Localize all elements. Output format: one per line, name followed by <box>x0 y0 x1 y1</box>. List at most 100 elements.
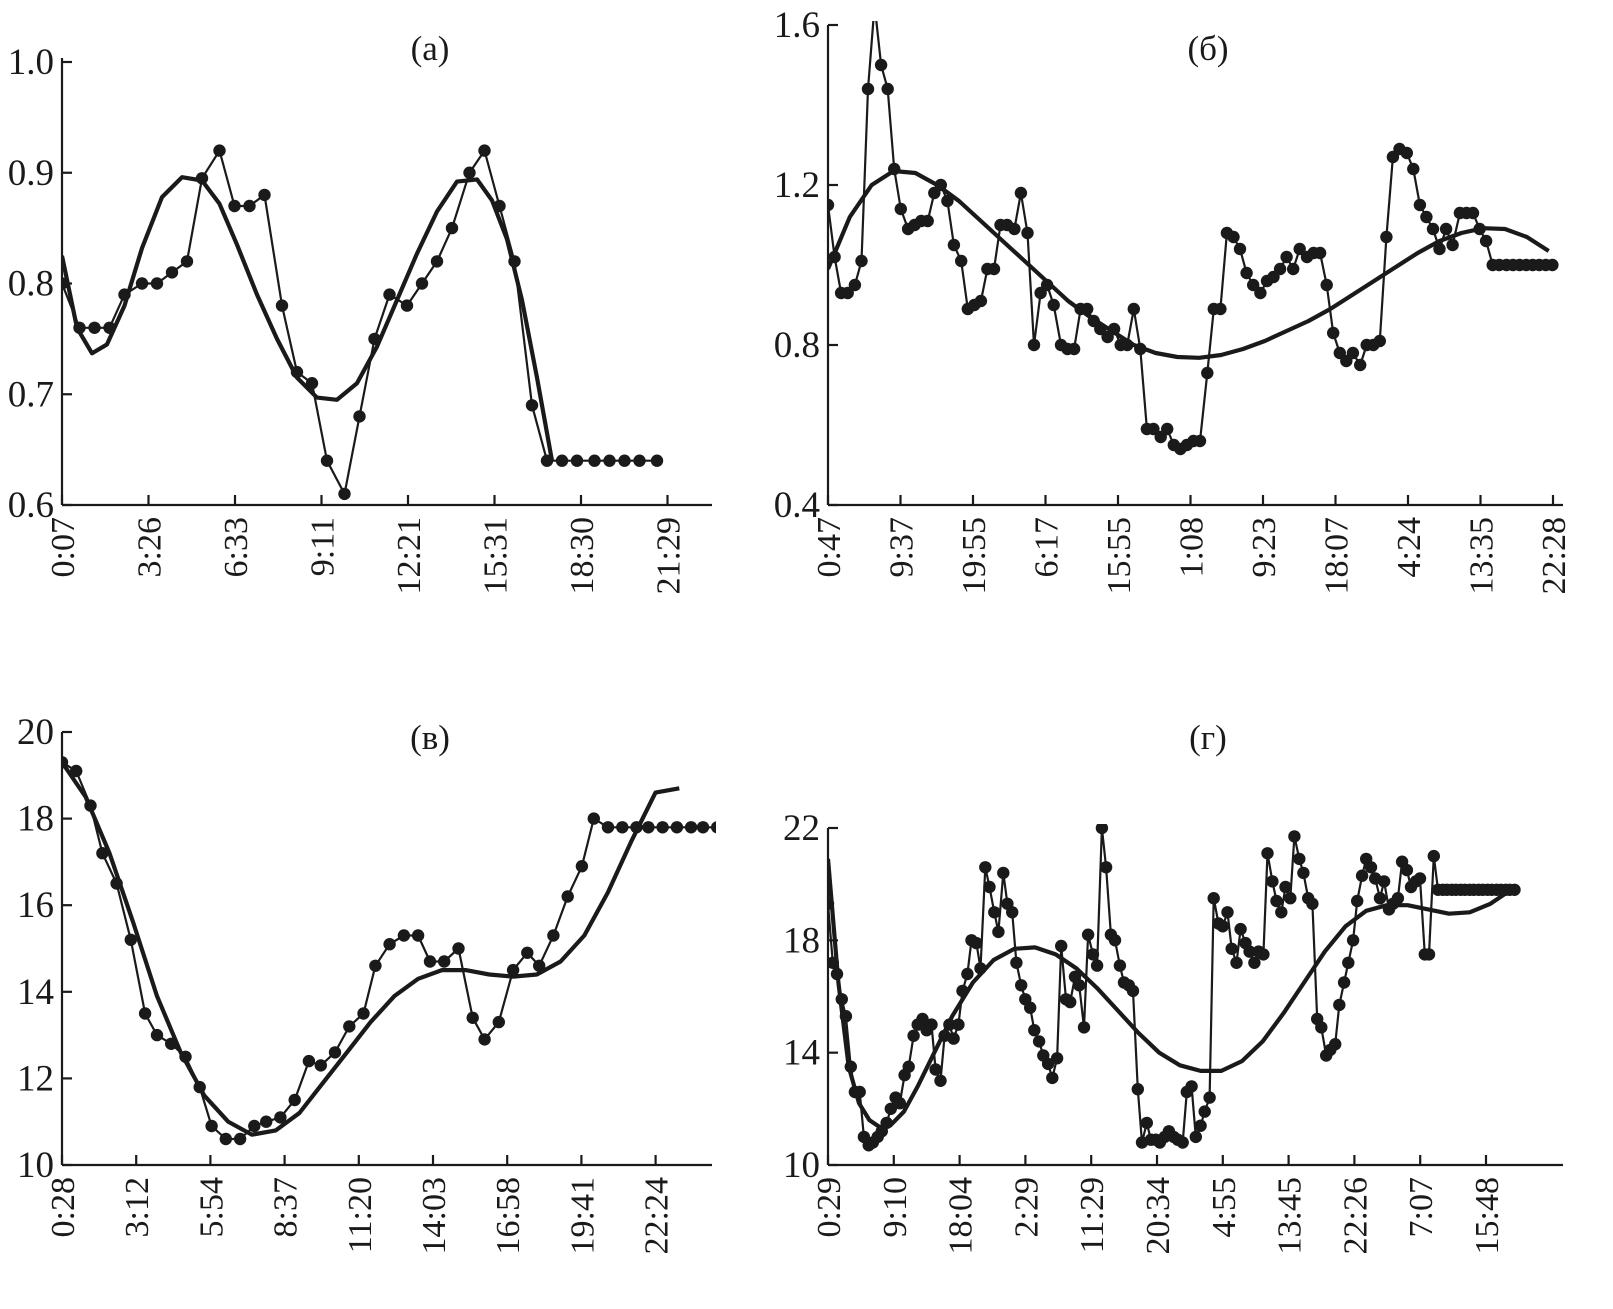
chart-panel-4: 10 14 18 22 0:29 9:10 18:04 2:29 11:29 20:34 4:55 1… <box>783 718 1563 1254</box>
data-point <box>1198 1105 1211 1118</box>
data-point <box>302 1054 316 1068</box>
data-point <box>338 487 351 501</box>
fitted-curve <box>62 761 680 1137</box>
data-point <box>947 1032 960 1045</box>
x-tick-label: 16:58 <box>490 1177 527 1254</box>
data-point <box>1327 326 1340 340</box>
data-point <box>1407 162 1420 176</box>
observed-series-line <box>62 149 657 495</box>
data-point <box>248 1119 261 1133</box>
data-point <box>1140 1116 1154 1130</box>
data-point <box>555 454 569 467</box>
data-point <box>1342 956 1355 969</box>
data-point <box>1221 906 1234 919</box>
data-point <box>1216 920 1229 933</box>
data-point <box>1546 258 1559 272</box>
x-tick-label: 3:26 <box>132 517 169 577</box>
data-point <box>907 1029 920 1043</box>
data-point <box>258 188 271 202</box>
data-point <box>288 1093 301 1107</box>
data-point <box>1257 948 1270 961</box>
data-point <box>463 166 476 179</box>
y-tick-label: 0.8 <box>774 325 820 366</box>
data-point <box>868 0 880 11</box>
data-point <box>219 1132 232 1146</box>
data-point <box>1099 861 1113 874</box>
data-point <box>400 299 414 312</box>
data-point <box>1108 934 1122 947</box>
observed-series-line <box>828 826 1515 1147</box>
y-tick-label: 0.4 <box>774 485 820 526</box>
data-point <box>861 82 875 96</box>
data-point <box>1413 872 1427 885</box>
data-point <box>1127 302 1141 316</box>
data-point <box>1189 1130 1203 1144</box>
data-point <box>1194 1119 1207 1132</box>
y-tick-label: 10 <box>783 1145 820 1186</box>
data-point <box>1306 897 1319 910</box>
data-point <box>1329 1038 1342 1051</box>
data-point <box>1028 1023 1041 1037</box>
data-point <box>353 410 366 423</box>
y-tick-label: 10 <box>17 1145 54 1186</box>
data-point <box>1275 906 1288 919</box>
panel-label: (а) <box>411 29 450 68</box>
x-tick-label: 19:41 <box>564 1177 601 1254</box>
data-point <box>438 955 451 968</box>
data-point <box>1055 939 1068 953</box>
plot-area <box>62 144 664 501</box>
x-tick-label: 12:21 <box>391 517 428 594</box>
data-point <box>423 955 437 968</box>
data-point <box>1041 1057 1055 1071</box>
data-point <box>1279 880 1292 894</box>
data-point <box>902 1060 915 1073</box>
x-tick-label: 19:55 <box>956 517 993 594</box>
data-point <box>1320 278 1333 292</box>
data-point <box>656 821 669 834</box>
data-point <box>1225 942 1238 955</box>
data-point <box>642 821 655 834</box>
data-point <box>260 1115 273 1128</box>
data-point <box>1240 266 1253 280</box>
y-tick-label: 14 <box>17 972 54 1013</box>
data-point <box>213 144 226 157</box>
plot-area <box>828 824 1521 1152</box>
data-point <box>974 294 988 308</box>
panel-label: (г) <box>1189 718 1227 757</box>
data-point <box>124 933 137 946</box>
data-point <box>1333 998 1346 1012</box>
data-point <box>1073 979 1086 992</box>
data-point <box>1377 875 1391 888</box>
data-point <box>1270 894 1283 908</box>
data-point <box>1046 1071 1059 1085</box>
data-point <box>492 1015 505 1029</box>
data-point <box>1427 849 1441 863</box>
data-point <box>828 198 835 212</box>
data-point <box>150 277 164 290</box>
data-point <box>881 82 894 96</box>
data-point <box>533 959 546 972</box>
x-tick-label: 22:24 <box>639 1177 676 1254</box>
data-point <box>1261 847 1274 860</box>
data-point <box>633 454 646 467</box>
data-point <box>1273 262 1287 276</box>
data-point <box>1313 246 1327 260</box>
data-point <box>603 454 616 467</box>
y-tick-label: 0.6 <box>8 485 54 526</box>
data-point <box>180 255 194 268</box>
data-point <box>411 929 425 942</box>
data-point <box>1433 242 1446 256</box>
data-point <box>1027 338 1041 352</box>
x-tick-label: 2:29 <box>1008 1177 1045 1237</box>
data-point <box>1233 242 1247 256</box>
data-point <box>988 906 1001 919</box>
data-point <box>1185 1080 1198 1093</box>
data-point <box>1090 959 1104 972</box>
data-point <box>696 821 710 834</box>
data-point <box>1380 230 1393 244</box>
data-point <box>947 238 961 252</box>
data-point <box>587 812 600 825</box>
data-point <box>88 321 101 334</box>
data-point <box>1346 346 1360 360</box>
data-point <box>1203 1091 1216 1104</box>
